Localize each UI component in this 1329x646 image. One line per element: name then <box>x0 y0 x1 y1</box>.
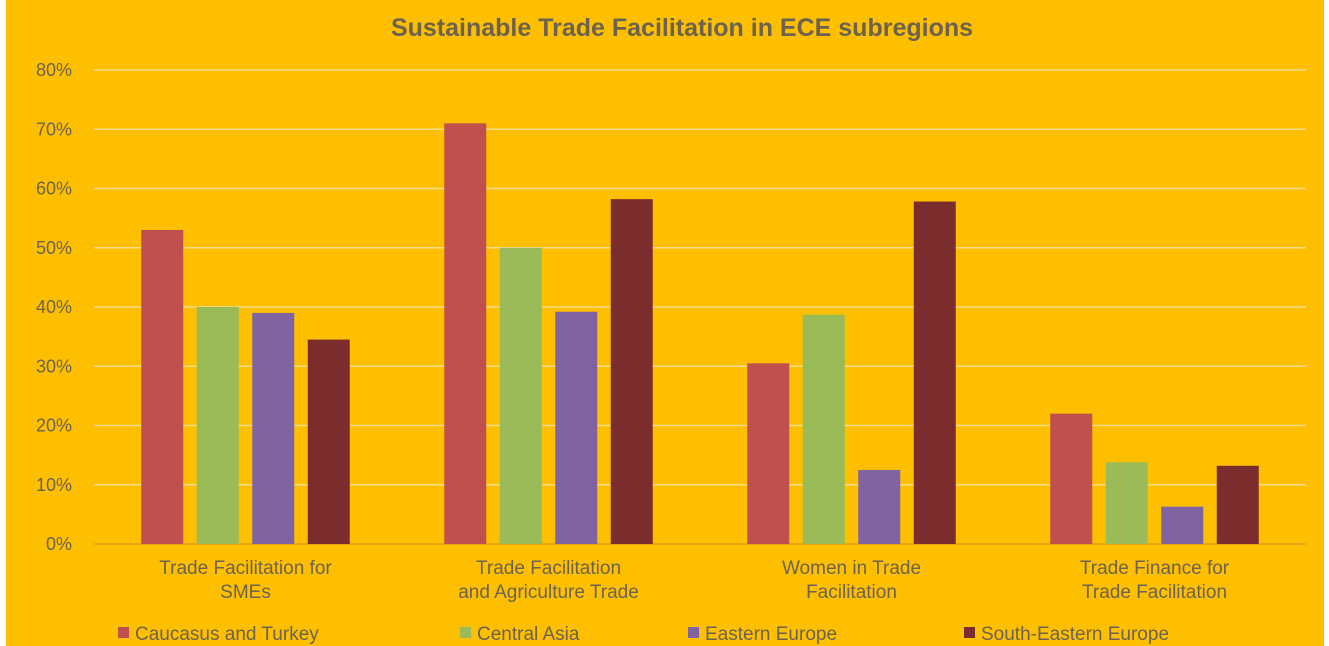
y-tick-label: 60% <box>36 179 72 199</box>
bar-south-eastern-europe <box>1216 465 1259 544</box>
legend-swatch <box>118 627 129 638</box>
y-tick-label: 70% <box>36 119 72 139</box>
bar-south-eastern-europe <box>307 339 350 544</box>
bar-central-asia <box>802 314 845 544</box>
bar-caucasus-and-turkey <box>747 363 790 544</box>
bar-central-asia <box>196 307 239 544</box>
bar-caucasus-and-turkey <box>1050 413 1093 544</box>
legend-label: Eastern Europe <box>705 624 837 645</box>
y-tick-label: 20% <box>36 416 72 436</box>
category-label: Trade Finance for Trade Facilitation <box>1080 558 1230 603</box>
bar-south-eastern-europe <box>610 199 653 545</box>
legend: Caucasus and Turkey Central Asia Eastern E… <box>118 624 1169 645</box>
bar-caucasus-and-turkey <box>444 123 487 544</box>
legend-label: Caucasus and Turkey <box>135 624 319 645</box>
legend-swatch <box>460 627 471 638</box>
bar-eastern-europe <box>555 311 598 544</box>
bar-central-asia <box>499 247 542 544</box>
bar-chart: Sustainable Trade Facilitation in ECE su… <box>36 14 1306 645</box>
legend-swatch <box>688 627 699 638</box>
y-tick-label: 40% <box>36 297 72 317</box>
bar-caucasus-and-turkey <box>141 229 184 544</box>
y-axis-ticks: 0% 10% 20% 30% 40% 50% 60% 70% 80% <box>36 60 72 554</box>
chart-title: Sustainable Trade Facilitation in ECE su… <box>391 14 973 42</box>
bar-eastern-europe <box>252 312 295 544</box>
y-tick-label: 50% <box>36 238 72 258</box>
bars <box>141 123 1259 545</box>
bar-south-eastern-europe <box>913 201 956 544</box>
y-tick-label: 80% <box>36 60 72 80</box>
legend-swatch <box>964 627 975 638</box>
bar-central-asia <box>1105 462 1148 544</box>
y-tick-label: 30% <box>36 356 72 376</box>
category-label: Trade Facilitation for SMEs <box>159 558 332 603</box>
y-tick-label: 10% <box>36 475 72 495</box>
legend-label: Central Asia <box>477 624 580 645</box>
chart-frame: Sustainable Trade Facilitation in ECE su… <box>6 0 1324 646</box>
category-label: Trade Facilitation and Agriculture Trade <box>458 558 639 603</box>
category-labels: Trade Facilitation for SMEs Trade Facilita… <box>159 558 1230 603</box>
category-label: Women in Trade Facilitation <box>782 558 921 603</box>
legend-label: South-Eastern Europe <box>981 624 1169 645</box>
y-tick-label: 0% <box>46 534 72 554</box>
bar-eastern-europe <box>1161 506 1204 544</box>
gridlines <box>94 69 1306 545</box>
bar-eastern-europe <box>858 469 901 544</box>
